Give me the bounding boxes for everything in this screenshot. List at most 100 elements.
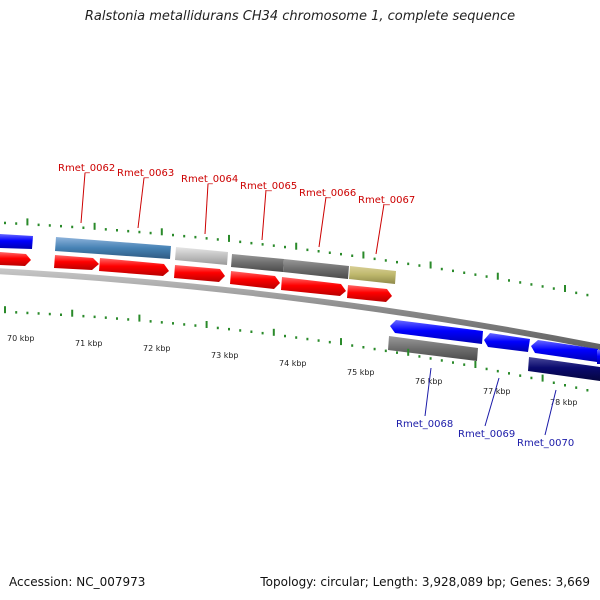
- minor-tick: [552, 287, 555, 290]
- minor-tick: [127, 318, 130, 321]
- minor-tick: [328, 340, 331, 344]
- minor-tick: [586, 389, 589, 392]
- genome-backbone: [0, 268, 600, 351]
- minor-tick: [205, 237, 208, 240]
- minor-tick: [60, 224, 62, 228]
- minor-tick: [384, 349, 387, 353]
- minor-tick: [284, 334, 286, 338]
- minor-tick: [418, 264, 421, 267]
- minor-tick: [496, 369, 499, 373]
- minor-tick: [396, 351, 398, 354]
- minor-tick: [284, 245, 286, 249]
- gene-label-rmet-0067: Rmet_0067: [358, 195, 415, 206]
- minor-tick: [586, 293, 589, 297]
- minor-tick: [149, 320, 152, 323]
- leader-rmet-0069: [484, 377, 500, 427]
- minor-tick: [216, 326, 219, 330]
- minor-tick: [530, 376, 533, 380]
- kbp-label-70: 70 kbp: [7, 334, 35, 343]
- kbp-labels: 70 kbp 71 kbp 72 kbp 73 kbp 74 kbp 75 kb…: [7, 334, 578, 407]
- leader-rmet-0067: [375, 203, 385, 255]
- kbp-label-77: 77 kbp: [483, 387, 511, 396]
- leader-rmet-0064: [204, 183, 209, 235]
- minor-tick: [250, 330, 253, 333]
- minor-tick: [15, 222, 18, 225]
- minor-tick: [116, 317, 118, 320]
- major-tick: [205, 321, 208, 328]
- accession-text: Accession: NC_007973: [9, 575, 146, 589]
- minor-tick: [508, 279, 510, 282]
- major-tick: [496, 272, 499, 280]
- feature-block-rmet-0070: [528, 357, 600, 381]
- minor-tick: [60, 313, 62, 316]
- minor-tick: [116, 229, 118, 232]
- minor-tick: [216, 238, 219, 241]
- minor-tick: [250, 241, 253, 245]
- feature-block-rmet-0064: [175, 247, 228, 265]
- leader-rmet-0062: [80, 172, 86, 224]
- minor-tick: [48, 224, 51, 227]
- minor-tick: [485, 275, 488, 278]
- major-tick: [228, 234, 230, 242]
- minor-tick: [37, 223, 40, 227]
- feature-arrow-edge-blue: [597, 350, 600, 364]
- features: [0, 234, 600, 381]
- minor-tick: [452, 361, 454, 364]
- minor-tick: [317, 250, 320, 253]
- kbp-label-74: 74 kbp: [279, 359, 307, 368]
- forward-gene-labels: Rmet_0062 Rmet_0063 Rmet_0064 Rmet_0065 …: [58, 163, 415, 255]
- minor-tick: [172, 322, 174, 325]
- kbp-label-75: 75 kbp: [347, 368, 375, 377]
- feature-arrow-rmet-0064: [174, 265, 225, 282]
- feature-arrow-rmet-0063: [99, 258, 169, 276]
- kbp-label-72: 72 kbp: [143, 344, 171, 353]
- feature-block-rmet-0066: [283, 259, 349, 279]
- kbp-label-76: 76 kbp: [415, 377, 443, 386]
- major-tick: [93, 222, 96, 230]
- minor-tick: [71, 225, 74, 229]
- minor-tick: [575, 386, 578, 389]
- kbp-label-78: 78 kbp: [550, 398, 578, 407]
- minor-tick: [362, 346, 365, 349]
- major-tick: [407, 348, 410, 356]
- feature-block-left-blue: [0, 234, 33, 249]
- minor-tick: [452, 269, 454, 273]
- minor-tick: [272, 244, 275, 247]
- feature-arrow-rmet-0070: [531, 340, 598, 362]
- leader-rmet-0070: [544, 389, 557, 436]
- minor-tick: [351, 254, 354, 257]
- minor-tick: [396, 260, 398, 264]
- major-tick: [564, 285, 566, 292]
- minor-tick: [519, 281, 522, 284]
- leader-rmet-0065: [261, 189, 267, 241]
- gene-label-rmet-0062: Rmet_0062: [58, 163, 115, 174]
- major-tick: [362, 251, 365, 259]
- minor-tick: [4, 221, 6, 225]
- minor-tick: [306, 337, 309, 341]
- minor-tick: [149, 231, 152, 235]
- minor-tick: [239, 240, 242, 244]
- major-tick: [541, 374, 544, 382]
- minor-tick: [530, 283, 533, 286]
- minor-tick: [228, 327, 230, 331]
- minor-tick: [93, 315, 96, 319]
- minor-tick: [351, 344, 354, 347]
- major-tick: [71, 309, 74, 317]
- gene-label-rmet-0070: Rmet_0070: [517, 438, 574, 449]
- feature-arrow-rmet-0065: [230, 271, 280, 289]
- major-tick: [474, 361, 477, 368]
- minor-tick: [172, 233, 174, 237]
- gene-label-rmet-0065: Rmet_0065: [240, 181, 297, 192]
- minor-tick: [295, 336, 298, 339]
- genome-summary-text: Topology: circular; Length: 3,928,089 bp…: [260, 575, 590, 589]
- feature-arrow-rmet-0066: [281, 277, 346, 296]
- leader-rmet-0068: [424, 367, 432, 417]
- minor-tick: [104, 228, 107, 231]
- leader-rmet-0066: [318, 196, 327, 248]
- map-title: Ralstonia metallidurans CH34 chromosome …: [84, 9, 516, 24]
- minor-tick: [328, 251, 331, 254]
- gene-label-rmet-0068: Rmet_0068: [396, 419, 453, 430]
- minor-tick: [138, 230, 141, 234]
- gene-label-rmet-0069: Rmet_0069: [458, 429, 515, 440]
